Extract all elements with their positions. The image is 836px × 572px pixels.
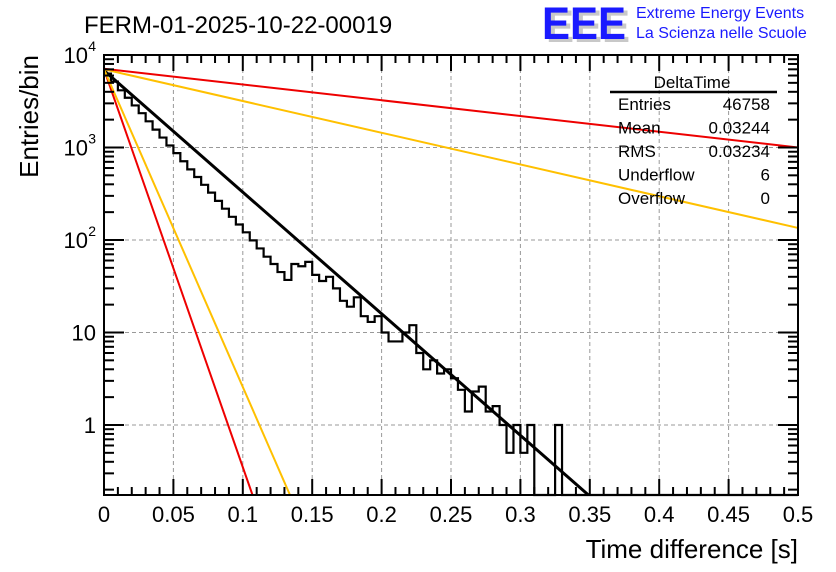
x-tick-label: 0.5 (783, 502, 814, 527)
x-tick-label: 0.4 (644, 502, 675, 527)
x-tick-label: 0.25 (430, 502, 473, 527)
logo: EEE EEE Extreme Energy Events La Scienza… (542, 0, 807, 52)
stats-label-entries: Entries (618, 95, 671, 114)
histogram-bin (257, 248, 264, 495)
histogram-bin (402, 332, 409, 495)
histogram-bin (444, 369, 451, 495)
histogram-bin (395, 341, 402, 495)
histogram-bin (208, 193, 215, 495)
stats-value-mean: 0.03244 (709, 119, 770, 138)
histogram-bin (160, 138, 167, 495)
fit-line-red-shallow (103, 67, 799, 149)
histogram-bin (305, 262, 312, 495)
x-tick-label: 0.15 (291, 502, 334, 527)
histogram-bin (451, 378, 458, 495)
y-tick-exponent: 3 (88, 130, 96, 146)
histogram-bin (507, 453, 514, 495)
y-tick-exponent: 4 (88, 38, 96, 54)
stats-value-entries: 46758 (723, 95, 770, 114)
x-tick-label: 0.35 (568, 502, 611, 527)
grid (104, 54, 798, 495)
x-tick-label: 0.45 (707, 502, 750, 527)
histogram-bin (291, 264, 298, 495)
fit-line-yellow-shallow (103, 68, 799, 229)
chart-title: FERM-01-2025-10-22-00019 (84, 12, 392, 39)
y-tick-label: 10 (64, 43, 88, 68)
histogram-bin (368, 322, 375, 495)
logo-mark: EEE (542, 0, 626, 49)
histogram-bin (201, 185, 208, 495)
x-tick-label: 0 (98, 502, 110, 527)
histogram-bin (354, 297, 361, 495)
histogram-bin (389, 341, 396, 495)
histogram-outline (104, 72, 798, 497)
histogram-bin (375, 316, 382, 495)
histogram-bin (520, 453, 527, 495)
histogram-bin (264, 257, 271, 495)
histogram-bin (465, 411, 472, 495)
histogram-bin (312, 275, 319, 495)
stats-title: DeltaTime (654, 73, 731, 92)
histogram-bin (333, 288, 340, 495)
stats-label-rms: RMS (618, 142, 656, 161)
fit-lines (103, 67, 799, 497)
x-tick-label: 0.05 (152, 502, 195, 527)
fit-line-yellow-steep (103, 68, 291, 496)
histogram (104, 72, 798, 497)
x-tick-label: 0.2 (366, 502, 397, 527)
x-axis-label: Time difference [s] (586, 534, 798, 564)
stats-value-underflow: 6 (761, 166, 770, 185)
histogram-bin (430, 360, 437, 495)
stats-label-overflow: Overflow (618, 189, 686, 208)
histogram-bin (416, 353, 423, 495)
histogram-bin (173, 153, 180, 495)
histogram-bin (423, 369, 430, 495)
histogram-bin (180, 161, 187, 495)
stats-box: DeltaTime Entries 46758 Mean 0.03244 RMS 0.03… (610, 73, 777, 208)
stats-value-overflow: 0 (761, 189, 770, 208)
histogram-bin (243, 232, 250, 495)
fit-line-black-fit (103, 69, 590, 497)
y-tick-label: 10 (64, 228, 88, 253)
y-tick-exponent: 2 (88, 223, 96, 239)
histogram-bin (250, 240, 257, 495)
histogram-bin (166, 146, 173, 495)
histogram-bin (361, 316, 368, 495)
histogram-bin (278, 272, 285, 495)
stats-label-mean: Mean (618, 119, 661, 138)
stats-label-underflow: Underflow (618, 166, 695, 185)
logo-mark-shadow: EEE (546, 1, 630, 52)
histogram-bin (215, 201, 222, 495)
logo-line1: Extreme Energy Events (636, 5, 804, 22)
y-tick-label: 10 (72, 320, 96, 345)
histogram-bin (326, 277, 333, 495)
histogram-bin (104, 74, 111, 495)
stats-value-rms: 0.03234 (709, 142, 770, 161)
histogram-bin (284, 280, 291, 495)
histogram-bin (437, 374, 444, 495)
y-tick-label: 10 (64, 135, 88, 160)
histogram-bin (340, 301, 347, 495)
x-tick-label: 0.3 (505, 502, 536, 527)
y-tick-label: 1 (84, 413, 96, 438)
x-tick-label: 0.1 (228, 502, 259, 527)
histogram-bin (347, 307, 354, 495)
histogram-bin (298, 266, 305, 495)
axes (103, 54, 799, 496)
histogram-bin (125, 98, 132, 495)
histogram-bin (382, 332, 389, 495)
logo-line2: La Scienza nelle Scuole (636, 25, 807, 42)
x-tick-labels: 0 0.05 0.1 0.15 0.2 0.25 0.3 0.35 0.4 0.45 0.5 (98, 502, 813, 527)
fit-line-red-steep (103, 68, 254, 496)
histogram-bin (319, 281, 326, 495)
y-axis-label: Entries/bin (14, 55, 44, 178)
histogram-bin (118, 90, 125, 495)
histogram-bin (486, 411, 493, 495)
